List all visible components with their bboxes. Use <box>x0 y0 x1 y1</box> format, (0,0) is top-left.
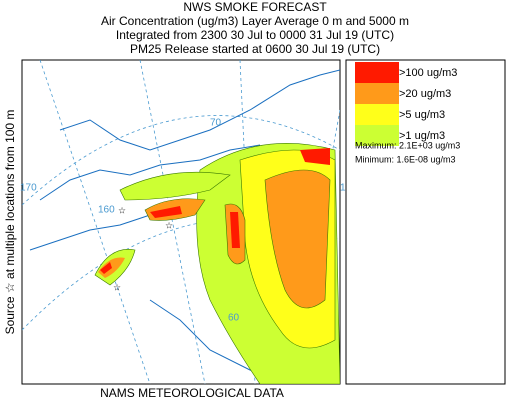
subtitle: Air Concentration (ug/m3) Layer Average … <box>101 14 409 28</box>
graticule <box>139 60 206 384</box>
source-marker: ☆ <box>113 282 121 292</box>
grid-label: 160 <box>98 205 115 216</box>
subtitle: PM25 Release started at 0600 30 Jul 19 (… <box>130 42 380 56</box>
title: NWS SMOKE FORECAST <box>183 0 327 14</box>
grid-label: 60 <box>228 313 240 324</box>
legend-label: >20 ug/m3 <box>399 88 451 100</box>
source-marker: ☆ <box>165 220 173 230</box>
legend-swatch <box>355 125 399 146</box>
legend-swatch <box>355 83 399 104</box>
legend-swatch <box>355 104 399 125</box>
smoke-area <box>300 148 330 165</box>
grid-label: 70 <box>210 118 222 129</box>
legend-swatch <box>355 62 399 83</box>
subtitle: Integrated from 2300 30 Jul to 0000 31 J… <box>116 28 394 42</box>
source-marker: ☆ <box>118 205 126 215</box>
map-content: ☆ ☆ ☆ <box>22 60 340 384</box>
legend: >100 ug/m3 >20 ug/m3 >5 ug/m3 >1 ug/m3 <box>355 62 457 146</box>
smoke-area <box>230 212 240 248</box>
footer: NAMS METEOROLOGICAL DATA <box>100 386 284 400</box>
minimum: Minimum: 1.6E-08 ug/m3 <box>355 154 456 164</box>
coastline <box>59 69 340 151</box>
smoke-area <box>100 262 112 274</box>
smoke-area <box>150 206 182 218</box>
legend-label: >100 ug/m3 <box>399 67 457 79</box>
maximum: Maximum: 2.1E+03 ug/m3 <box>355 140 460 150</box>
coastline <box>39 144 261 201</box>
map: ☆ ☆ ☆ 7017016060100 <box>20 59 357 385</box>
smoke-area <box>264 169 331 309</box>
grid-label: 170 <box>20 183 37 194</box>
coastline <box>29 214 151 251</box>
source-label: Source ☆ at multiple locations from 100 … <box>3 110 17 335</box>
legend-label: >1 ug/m3 <box>399 130 445 142</box>
graticule <box>22 115 340 206</box>
smoke-area <box>119 171 231 201</box>
legend-label: >5 ug/m3 <box>399 109 445 121</box>
